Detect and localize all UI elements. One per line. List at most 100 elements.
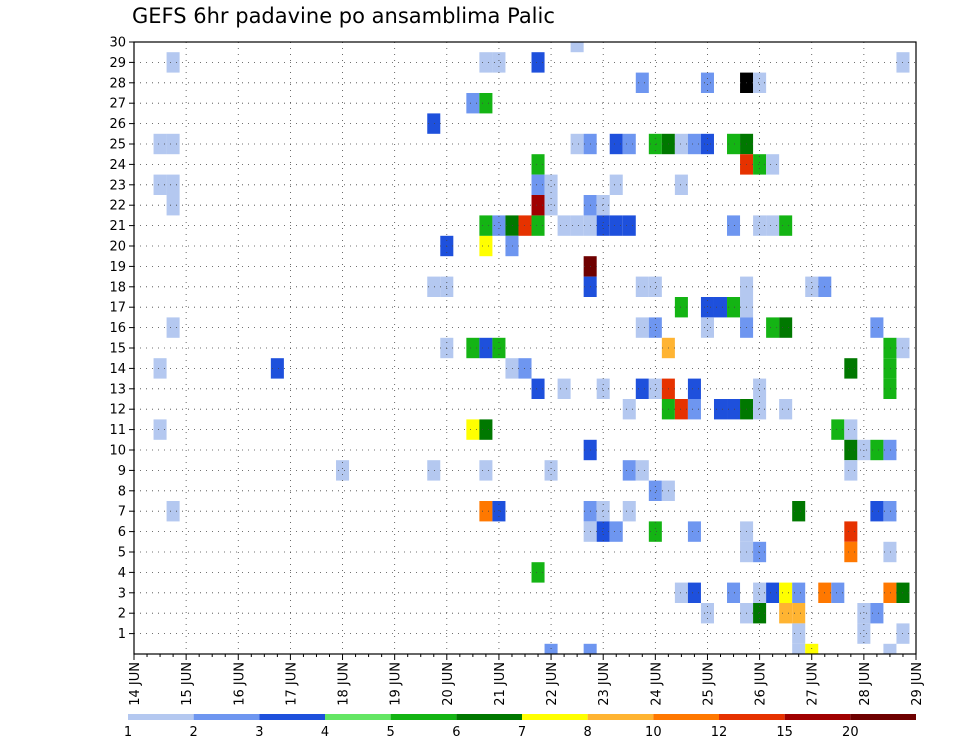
precip-cell bbox=[870, 603, 884, 624]
precip-cell bbox=[844, 358, 858, 379]
precip-cell bbox=[844, 460, 858, 481]
y-tick-label: 18 bbox=[109, 280, 126, 295]
legend-swatch bbox=[850, 714, 916, 720]
precip-cell bbox=[857, 623, 871, 644]
precip-cell bbox=[883, 439, 897, 461]
precip-cell bbox=[831, 582, 845, 603]
legend-swatch bbox=[719, 714, 785, 720]
precip-cell bbox=[479, 460, 493, 481]
precip-cell bbox=[687, 521, 701, 542]
precip-cell bbox=[857, 603, 871, 624]
precip-cell bbox=[883, 378, 897, 399]
precip-cell bbox=[674, 174, 688, 195]
y-tick-label: 17 bbox=[109, 301, 126, 316]
precip-cell bbox=[466, 337, 480, 359]
precip-cell bbox=[844, 541, 858, 563]
precip-cell bbox=[609, 215, 623, 236]
precip-cell bbox=[687, 133, 701, 155]
y-tick-label: 15 bbox=[109, 342, 126, 357]
precip-cell bbox=[153, 133, 167, 155]
y-tick-label: 1 bbox=[118, 627, 126, 642]
precip-cell bbox=[166, 174, 180, 195]
precip-cell bbox=[870, 317, 884, 338]
y-tick-label: 16 bbox=[109, 321, 126, 336]
precip-cell bbox=[427, 276, 441, 297]
precip-cell bbox=[544, 460, 558, 481]
y-tick-label: 19 bbox=[109, 260, 126, 275]
legend-swatch bbox=[193, 714, 260, 720]
axes-layer: 1234567891011121314151617181920212223242… bbox=[109, 36, 925, 706]
legend-label: 4 bbox=[321, 725, 329, 740]
precip-cell bbox=[648, 276, 662, 297]
legend-swatch bbox=[128, 714, 194, 720]
precip-cell bbox=[844, 521, 858, 542]
precip-cell bbox=[531, 378, 545, 399]
y-tick-label: 28 bbox=[109, 76, 126, 91]
precip-cell bbox=[870, 439, 884, 461]
precip-cell bbox=[166, 195, 180, 216]
precip-cell bbox=[570, 215, 584, 236]
precip-cell bbox=[609, 133, 623, 155]
precip-cell bbox=[635, 378, 649, 399]
legend-label: 5 bbox=[387, 725, 395, 740]
precip-cell bbox=[753, 603, 767, 624]
precip-cell bbox=[492, 52, 506, 73]
precip-cell bbox=[674, 297, 688, 318]
precip-cell bbox=[557, 215, 571, 236]
x-tick-label: 29 JUN bbox=[910, 662, 925, 706]
y-tick-label: 26 bbox=[109, 117, 126, 132]
precip-cell bbox=[883, 358, 897, 379]
precip-cell bbox=[596, 378, 610, 399]
x-tick-label: 16 JUN bbox=[232, 662, 247, 706]
precip-cell bbox=[596, 195, 610, 216]
precip-cell bbox=[648, 317, 662, 338]
precip-cell bbox=[831, 419, 845, 440]
legend-label: 20 bbox=[842, 725, 859, 740]
precip-cell bbox=[622, 215, 636, 236]
x-tick-label: 20 JUN bbox=[441, 662, 456, 706]
legend-swatch bbox=[390, 714, 457, 720]
legend-swatch bbox=[522, 714, 588, 720]
precip-cell bbox=[492, 215, 506, 236]
y-tick-label: 3 bbox=[118, 586, 126, 601]
x-tick-label: 17 JUN bbox=[284, 662, 299, 706]
precip-cell bbox=[479, 93, 493, 114]
x-tick-label: 15 JUN bbox=[180, 662, 195, 706]
precip-cell bbox=[713, 399, 728, 420]
precip-cell bbox=[648, 378, 662, 399]
precip-cell bbox=[153, 358, 167, 379]
legend-label: 3 bbox=[255, 725, 263, 740]
y-tick-label: 13 bbox=[109, 382, 126, 397]
precip-cell bbox=[466, 93, 480, 114]
y-tick-label: 30 bbox=[109, 36, 126, 51]
precip-cell bbox=[727, 399, 741, 420]
precip-cell bbox=[622, 133, 636, 155]
x-tick-label: 28 JUN bbox=[858, 662, 873, 706]
chart-title: GEFS 6hr padavine po ansamblima Palic bbox=[132, 4, 555, 28]
precip-cell bbox=[727, 215, 741, 236]
y-tick-label: 9 bbox=[118, 464, 126, 479]
y-tick-label: 23 bbox=[109, 178, 126, 193]
precip-cell bbox=[792, 623, 806, 644]
precip-cell bbox=[153, 419, 167, 440]
precip-cell bbox=[427, 460, 441, 481]
precip-cell bbox=[270, 358, 284, 379]
precip-cell bbox=[479, 235, 493, 257]
precip-cell bbox=[609, 521, 623, 542]
precip-cell bbox=[635, 460, 649, 481]
precip-cell bbox=[805, 276, 819, 297]
precip-cell bbox=[531, 562, 545, 583]
precip-cell bbox=[596, 521, 610, 542]
y-tick-label: 20 bbox=[109, 240, 126, 255]
y-tick-label: 7 bbox=[118, 505, 126, 520]
precip-cell bbox=[609, 174, 623, 195]
precip-cell bbox=[766, 317, 780, 338]
precip-cell bbox=[753, 215, 767, 236]
y-tick-label: 4 bbox=[118, 566, 126, 581]
y-tick-label: 8 bbox=[118, 484, 126, 499]
x-tick-label: 22 JUN bbox=[545, 662, 560, 706]
precip-cell bbox=[766, 154, 780, 175]
precip-cell bbox=[635, 317, 649, 338]
y-tick-label: 29 bbox=[109, 56, 126, 71]
precip-cell bbox=[166, 133, 180, 155]
